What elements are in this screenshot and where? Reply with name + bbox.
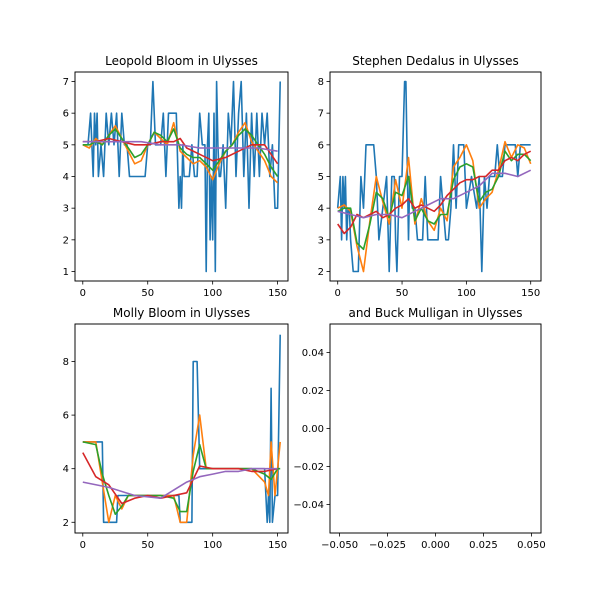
y-tick-label: 5 xyxy=(63,140,69,151)
x-tick-label: 0 xyxy=(80,288,86,299)
y-tick-label: 5 xyxy=(318,172,324,183)
subplot-title: Molly Bloom in Ulysses xyxy=(113,306,250,320)
y-tick-label: 3 xyxy=(318,235,324,246)
y-tick-label: 4 xyxy=(63,464,69,475)
axes-border xyxy=(74,323,289,534)
subplot-1: 0 50 100 150 1 2 3 4 5 6 7 Leopold Bloom in Ulysses xyxy=(63,54,289,299)
y-tick-label: 7 xyxy=(318,109,324,120)
y-tick-label: 0.00 xyxy=(302,424,324,435)
series-line-5 xyxy=(82,467,278,500)
subplot-2: 0 50 100 150 2 3 4 5 6 7 8 Stephen Dedalus in Ulyss… xyxy=(318,54,542,299)
y-tick-label: 4 xyxy=(63,172,69,183)
y-tick-label: 1 xyxy=(63,267,69,278)
subplot-title: Stephen Dedalus in Ulysses xyxy=(352,54,518,68)
x-tick-label: 0 xyxy=(335,288,341,299)
y-tick-label: −0.02 xyxy=(293,462,324,473)
series-line-5 xyxy=(337,169,532,219)
series-line-1 xyxy=(82,334,281,524)
y-tick-label: 4 xyxy=(318,204,324,215)
x-tick-label: 150 xyxy=(268,540,287,551)
subplot-title: and Buck Mulligan in Ulysses xyxy=(348,306,522,320)
series-line-5 xyxy=(82,140,278,152)
y-tick-label: 6 xyxy=(63,109,69,120)
x-tick-label: 100 xyxy=(457,288,476,299)
series-line-3 xyxy=(82,441,281,516)
x-tick-label: 0.050 xyxy=(517,540,546,551)
x-tick-label: 100 xyxy=(203,540,222,551)
x-tick-label: 150 xyxy=(268,288,287,299)
series-line-3 xyxy=(337,150,532,251)
subplot-4: −0.050 −0.025 0.000 0.025 0.050 −0.04 −0.02 0.0… xyxy=(293,306,545,551)
y-tick-label: 6 xyxy=(63,411,69,422)
x-tick-label: 0.000 xyxy=(421,540,450,551)
series-line-4 xyxy=(82,137,279,165)
x-tick-label: 100 xyxy=(203,288,222,299)
x-tick-label: 50 xyxy=(396,288,409,299)
y-tick-label: −0.04 xyxy=(293,500,324,511)
y-tick-label: 0.04 xyxy=(302,348,324,359)
axes-frame xyxy=(329,323,542,534)
subplot-title: Leopold Bloom in Ulysses xyxy=(105,54,258,68)
y-tick-label: 0.02 xyxy=(302,386,324,397)
y-tick-label: 3 xyxy=(63,204,69,215)
x-tick-label: −0.025 xyxy=(369,540,406,551)
axes-frame xyxy=(74,323,289,534)
x-tick-label: 150 xyxy=(521,288,540,299)
x-tick-label: 50 xyxy=(141,288,154,299)
y-tick-label: 2 xyxy=(63,235,69,246)
y-tick-label: 7 xyxy=(63,77,69,88)
x-tick-label: 0.025 xyxy=(469,540,498,551)
y-tick-label: 8 xyxy=(318,77,324,88)
y-tick-label: 2 xyxy=(318,267,324,278)
subplot-3: 0 50 100 150 2 4 6 8 Molly Bloom in Ulysses xyxy=(63,306,289,551)
x-tick-label: −0.050 xyxy=(321,540,358,551)
series-line-1 xyxy=(82,80,281,273)
x-tick-label: 50 xyxy=(141,540,154,551)
y-tick-label: 8 xyxy=(63,357,69,368)
series-line-2 xyxy=(82,121,279,184)
x-tick-label: 0 xyxy=(80,540,86,551)
series-line-3 xyxy=(82,128,279,177)
series-line-4 xyxy=(337,150,532,235)
y-tick-label: 2 xyxy=(63,518,69,529)
y-tick-label: 6 xyxy=(318,140,324,151)
